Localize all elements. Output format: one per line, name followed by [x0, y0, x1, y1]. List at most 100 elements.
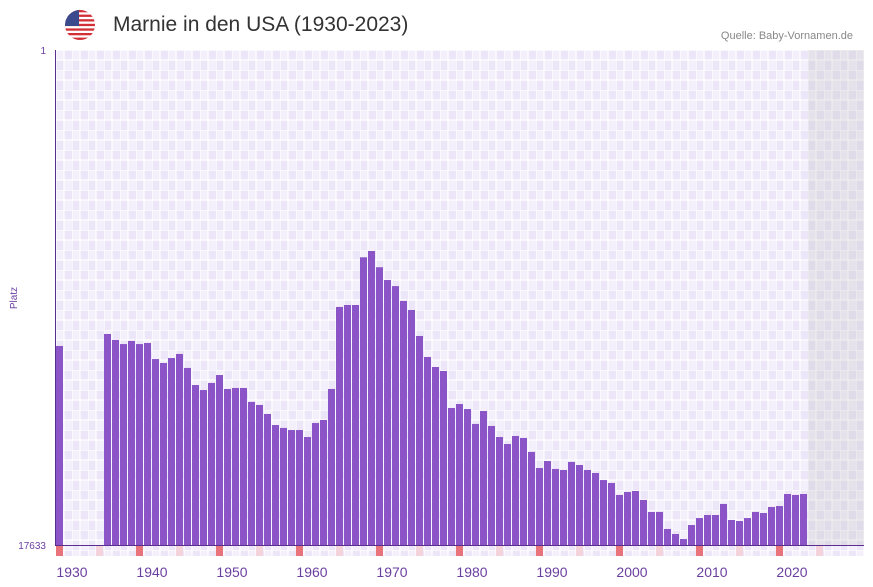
bar-1938[interactable] — [120, 344, 127, 545]
bar-1964[interactable] — [328, 388, 335, 545]
half-decade-marker — [736, 546, 743, 556]
decade-marker — [536, 546, 543, 556]
bar-1971[interactable] — [384, 280, 391, 545]
bar-1936[interactable] — [104, 333, 111, 545]
bar-1957[interactable] — [272, 425, 279, 545]
bar-1965[interactable] — [336, 306, 343, 545]
bar-2000[interactable] — [616, 494, 623, 545]
bar-1994[interactable] — [568, 461, 575, 545]
bar-2007[interactable] — [672, 534, 679, 545]
x-tick-label: 1960 — [296, 564, 327, 580]
bar-1956[interactable] — [264, 413, 271, 545]
decade-marker — [776, 546, 783, 556]
us-flag-icon — [65, 10, 95, 40]
x-tick-label: 1980 — [456, 564, 487, 580]
bar-1974[interactable] — [408, 310, 415, 545]
bar-1959[interactable] — [288, 430, 295, 545]
bar-2012[interactable] — [712, 515, 719, 545]
bar-1999[interactable] — [608, 482, 615, 545]
bar-1945[interactable] — [176, 353, 183, 545]
bar-1937[interactable] — [112, 339, 119, 545]
source-link[interactable]: Quelle: Baby-Vornamen.de — [720, 30, 853, 42]
bar-1996[interactable] — [584, 469, 591, 545]
bar-2022[interactable] — [792, 494, 799, 545]
bar-1989[interactable] — [528, 451, 535, 545]
bar-1950[interactable] — [216, 375, 223, 545]
bar-1944[interactable] — [168, 358, 175, 545]
bar-1951[interactable] — [224, 388, 231, 545]
bar-1955[interactable] — [256, 404, 263, 545]
bar-1977[interactable] — [432, 366, 439, 545]
bar-2018[interactable] — [760, 513, 767, 545]
bar-1976[interactable] — [424, 356, 431, 545]
bar-1998[interactable] — [600, 480, 607, 545]
bar-1982[interactable] — [472, 423, 479, 545]
bar-1967[interactable] — [352, 305, 359, 545]
bar-2005[interactable] — [656, 511, 663, 545]
bar-1969[interactable] — [368, 251, 375, 546]
bar-1949[interactable] — [208, 382, 215, 545]
bar-2006[interactable] — [664, 528, 671, 545]
bar-1988[interactable] — [520, 437, 527, 545]
bar-1961[interactable] — [304, 437, 311, 545]
bar-1985[interactable] — [496, 437, 503, 545]
bar-2016[interactable] — [744, 518, 751, 545]
bar-1943[interactable] — [160, 362, 167, 545]
bar-1997[interactable] — [592, 473, 599, 545]
bar-1941[interactable] — [144, 342, 151, 545]
half-decade-marker — [96, 546, 103, 556]
bar-1930[interactable] — [56, 345, 63, 545]
bar-2009[interactable] — [688, 525, 695, 545]
bar-1968[interactable] — [360, 257, 367, 545]
bar-1973[interactable] — [400, 300, 407, 545]
bar-1954[interactable] — [248, 401, 255, 545]
bar-2014[interactable] — [728, 519, 735, 545]
bar-1980[interactable] — [456, 404, 463, 545]
bar-1939[interactable] — [128, 340, 135, 545]
bar-1986[interactable] — [504, 444, 511, 545]
bar-1995[interactable] — [576, 464, 583, 545]
decade-marker — [376, 546, 383, 556]
bar-2008[interactable] — [680, 539, 687, 545]
bar-1975[interactable] — [416, 335, 423, 545]
bar-1992[interactable] — [552, 468, 559, 545]
bar-1978[interactable] — [440, 370, 447, 545]
bar-1962[interactable] — [312, 423, 319, 545]
bar-1958[interactable] — [280, 427, 287, 545]
bar-2010[interactable] — [696, 518, 703, 545]
bar-1970[interactable] — [376, 267, 383, 545]
bar-1981[interactable] — [464, 409, 471, 545]
bar-1953[interactable] — [240, 387, 247, 545]
bar-1990[interactable] — [536, 468, 543, 545]
bar-2017[interactable] — [752, 511, 759, 545]
bar-2023[interactable] — [800, 494, 807, 545]
bar-1993[interactable] — [560, 469, 567, 545]
bar-2019[interactable] — [768, 506, 775, 545]
bar-1942[interactable] — [152, 359, 159, 545]
bar-1948[interactable] — [200, 390, 207, 545]
bar-2015[interactable] — [736, 520, 743, 545]
decade-marker — [456, 546, 463, 556]
bar-1960[interactable] — [296, 430, 303, 545]
bar-1940[interactable] — [136, 344, 143, 545]
bar-1946[interactable] — [184, 367, 191, 545]
bar-2002[interactable] — [632, 490, 639, 545]
half-decade-marker — [416, 546, 423, 556]
bar-2013[interactable] — [720, 503, 727, 545]
bar-1966[interactable] — [344, 305, 351, 545]
bar-2004[interactable] — [648, 511, 655, 545]
bar-1972[interactable] — [392, 286, 399, 545]
bar-1991[interactable] — [544, 461, 551, 545]
bar-2021[interactable] — [784, 494, 791, 545]
bar-1987[interactable] — [512, 435, 519, 545]
bar-1952[interactable] — [232, 387, 239, 545]
bar-2003[interactable] — [640, 499, 647, 545]
bar-1947[interactable] — [192, 385, 199, 545]
bar-1984[interactable] — [488, 425, 495, 545]
bar-1983[interactable] — [480, 411, 487, 545]
bar-2020[interactable] — [776, 506, 783, 545]
bar-1963[interactable] — [320, 420, 327, 545]
bar-2001[interactable] — [624, 492, 631, 545]
bar-2011[interactable] — [704, 515, 711, 545]
bar-1979[interactable] — [448, 408, 455, 545]
